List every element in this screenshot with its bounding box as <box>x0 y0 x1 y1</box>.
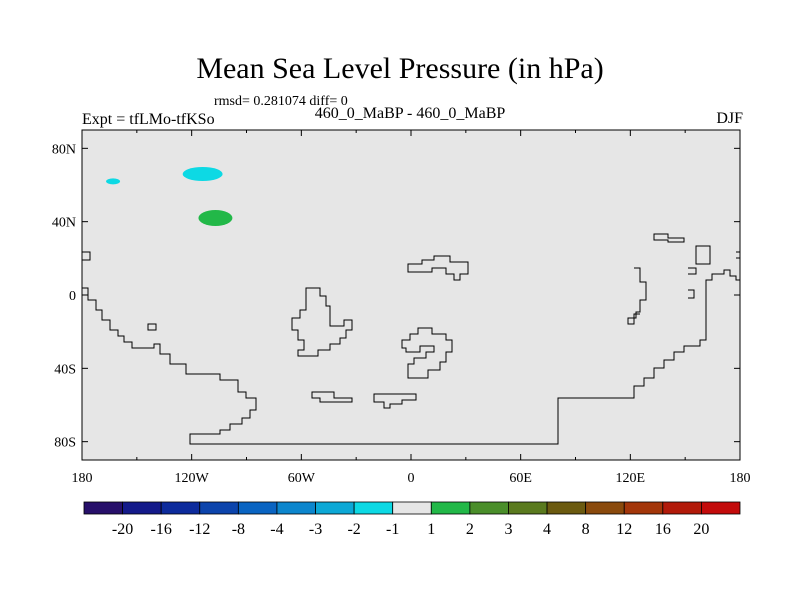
coastline-australia <box>401 327 453 379</box>
colorbar-label: 3 <box>504 521 512 538</box>
colorbar-label: -2 <box>347 521 360 538</box>
x-tick-label: 180 <box>730 471 751 486</box>
anomaly-regions <box>106 167 233 226</box>
y-tick-label: 80N <box>52 142 76 157</box>
colorbar-label: -8 <box>232 521 245 538</box>
season-label: DJF <box>716 110 743 127</box>
colorbar-label: -20 <box>112 521 133 538</box>
colorbar: -20 -16 -12 -8 -4 -3 -2 -1 1 2 3 4 8 12 16 20 <box>83 501 741 538</box>
chart-subtitle: 460_0_MaBP - 460_0_MaBP <box>314 105 506 122</box>
colorbar-swatch <box>83 501 123 515</box>
colorbar-swatch <box>199 501 239 515</box>
y-tick-label: 0 <box>69 289 76 304</box>
colorbar-label: 12 <box>616 521 632 538</box>
colorbar-label: -4 <box>270 521 283 538</box>
colorbar-swatch <box>469 501 509 515</box>
coastline-island-1 <box>82 251 91 261</box>
plot-background <box>82 130 740 460</box>
colorbar-label: 20 <box>693 521 709 538</box>
colorbar-swatch <box>315 501 355 515</box>
colorbar-swatch <box>160 501 201 515</box>
colorbar-swatch <box>662 501 702 515</box>
colorbar-label: 8 <box>582 521 590 538</box>
y-tick-label: 80S <box>54 436 76 451</box>
colorbar-swatch <box>508 501 548 515</box>
colorbar-label: 16 <box>655 521 671 538</box>
x-axis: 180 120W 60W 0 60E 120E 180 <box>72 130 751 486</box>
colorbar-swatch <box>585 501 625 515</box>
anomaly-patch-2 <box>182 167 223 181</box>
colorbar-swatch <box>122 501 162 515</box>
y-axis: 80N 40N 0 40S 80S <box>52 142 740 451</box>
chart-title: Mean Sea Level Pressure (in hPa) <box>196 52 604 85</box>
x-tick-label: 120W <box>175 471 210 486</box>
colorbar-swatch <box>392 501 432 515</box>
colorbar-label: 4 <box>543 521 551 538</box>
anomaly-patch-1 <box>106 178 121 185</box>
x-tick-label: 60E <box>509 471 532 486</box>
coastline-northeast-2 <box>695 245 711 265</box>
coastline-northeast-3 <box>688 267 697 275</box>
x-tick-label: 180 <box>72 471 93 486</box>
x-tick-label: 120E <box>616 471 646 486</box>
rmsd-stats: rmsd= 0.281074 diff= 0 <box>214 94 348 109</box>
y-tick-label: 40S <box>54 362 76 377</box>
coastline-antarctic-2 <box>373 393 417 409</box>
colorbar-label: -16 <box>151 521 172 538</box>
experiment-label: Expt = tfLMo-tfKSo <box>82 111 215 128</box>
colorbar-label: -3 <box>309 521 322 538</box>
colorbar-swatch <box>276 501 316 515</box>
x-tick-label: 0 <box>408 471 415 486</box>
y-tick-label: 40N <box>52 216 76 231</box>
coastline-antarctic-1 <box>311 391 353 403</box>
x-tick-label: 60W <box>288 471 316 486</box>
coastline-east-island <box>627 267 647 325</box>
coastline-africa <box>291 287 353 357</box>
coastline-americas <box>82 269 740 445</box>
colorbar-swatch <box>430 501 471 515</box>
colorbar-swatch <box>353 501 394 515</box>
coastline-northeast-1 <box>653 233 685 243</box>
colorbar-label: 1 <box>427 521 435 538</box>
colorbar-swatch <box>546 501 587 515</box>
coastline-east-edge <box>688 289 695 299</box>
colorbar-label: 2 <box>466 521 474 538</box>
coastline-asia-strip <box>407 255 469 281</box>
colorbar-swatch <box>701 501 741 515</box>
colorbar-swatch <box>237 501 278 515</box>
coastlines <box>82 233 741 445</box>
colorbar-swatch <box>623 501 664 515</box>
colorbar-label: -12 <box>189 521 210 538</box>
anomaly-patch-3 <box>198 210 233 226</box>
colorbar-label: -1 <box>386 521 399 538</box>
coastline-island-2 <box>147 323 157 331</box>
